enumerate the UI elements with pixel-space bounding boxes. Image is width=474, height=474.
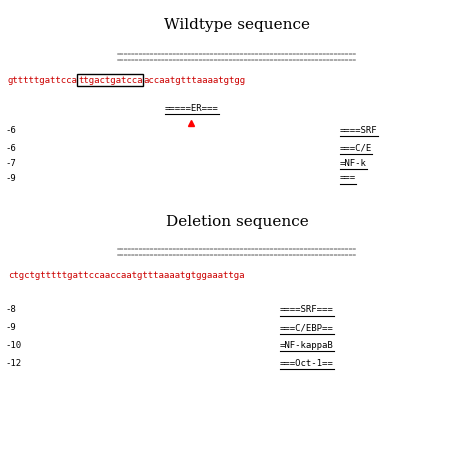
Text: ===Oct-1==: ===Oct-1== bbox=[280, 358, 334, 367]
Text: ================================================================: ========================================… bbox=[117, 53, 357, 57]
Text: ====SRF: ====SRF bbox=[340, 126, 378, 135]
Text: =NF-k: =NF-k bbox=[340, 158, 367, 167]
Text: ===: === bbox=[340, 173, 356, 182]
Text: ================================================================: ========================================… bbox=[117, 58, 357, 64]
Text: Wildtype sequence: Wildtype sequence bbox=[164, 18, 310, 32]
Text: -10: -10 bbox=[5, 340, 21, 349]
Text: ====SRF===: ====SRF=== bbox=[280, 306, 334, 315]
Text: accaatgtttaaaatgtgg: accaatgtttaaaatgtgg bbox=[144, 75, 246, 84]
Text: =====ER===: =====ER=== bbox=[165, 103, 219, 112]
Text: ttgactgatcca: ttgactgatcca bbox=[78, 75, 143, 84]
Bar bbox=[77, 74, 144, 86]
Text: gtttttgattcca: gtttttgattcca bbox=[8, 75, 78, 84]
Text: -9: -9 bbox=[5, 323, 16, 332]
Text: -8: -8 bbox=[5, 306, 16, 315]
Text: -9: -9 bbox=[5, 173, 16, 182]
Text: Deletion sequence: Deletion sequence bbox=[165, 215, 309, 229]
Text: -6: -6 bbox=[5, 144, 16, 153]
Text: =NF-kappaB: =NF-kappaB bbox=[280, 340, 334, 349]
Text: ctgctgtttttgattccaaccaatgtttaaaatgtggaaattga: ctgctgtttttgattccaaccaatgtttaaaatgtggaaa… bbox=[8, 271, 245, 280]
Text: -12: -12 bbox=[5, 358, 21, 367]
Text: ================================================================: ========================================… bbox=[117, 247, 357, 253]
Text: ===C/EBP==: ===C/EBP== bbox=[280, 323, 334, 332]
Text: -7: -7 bbox=[5, 158, 16, 167]
Text: ================================================================: ========================================… bbox=[117, 254, 357, 258]
Text: -6: -6 bbox=[5, 126, 16, 135]
Text: ===C/E: ===C/E bbox=[340, 144, 372, 153]
